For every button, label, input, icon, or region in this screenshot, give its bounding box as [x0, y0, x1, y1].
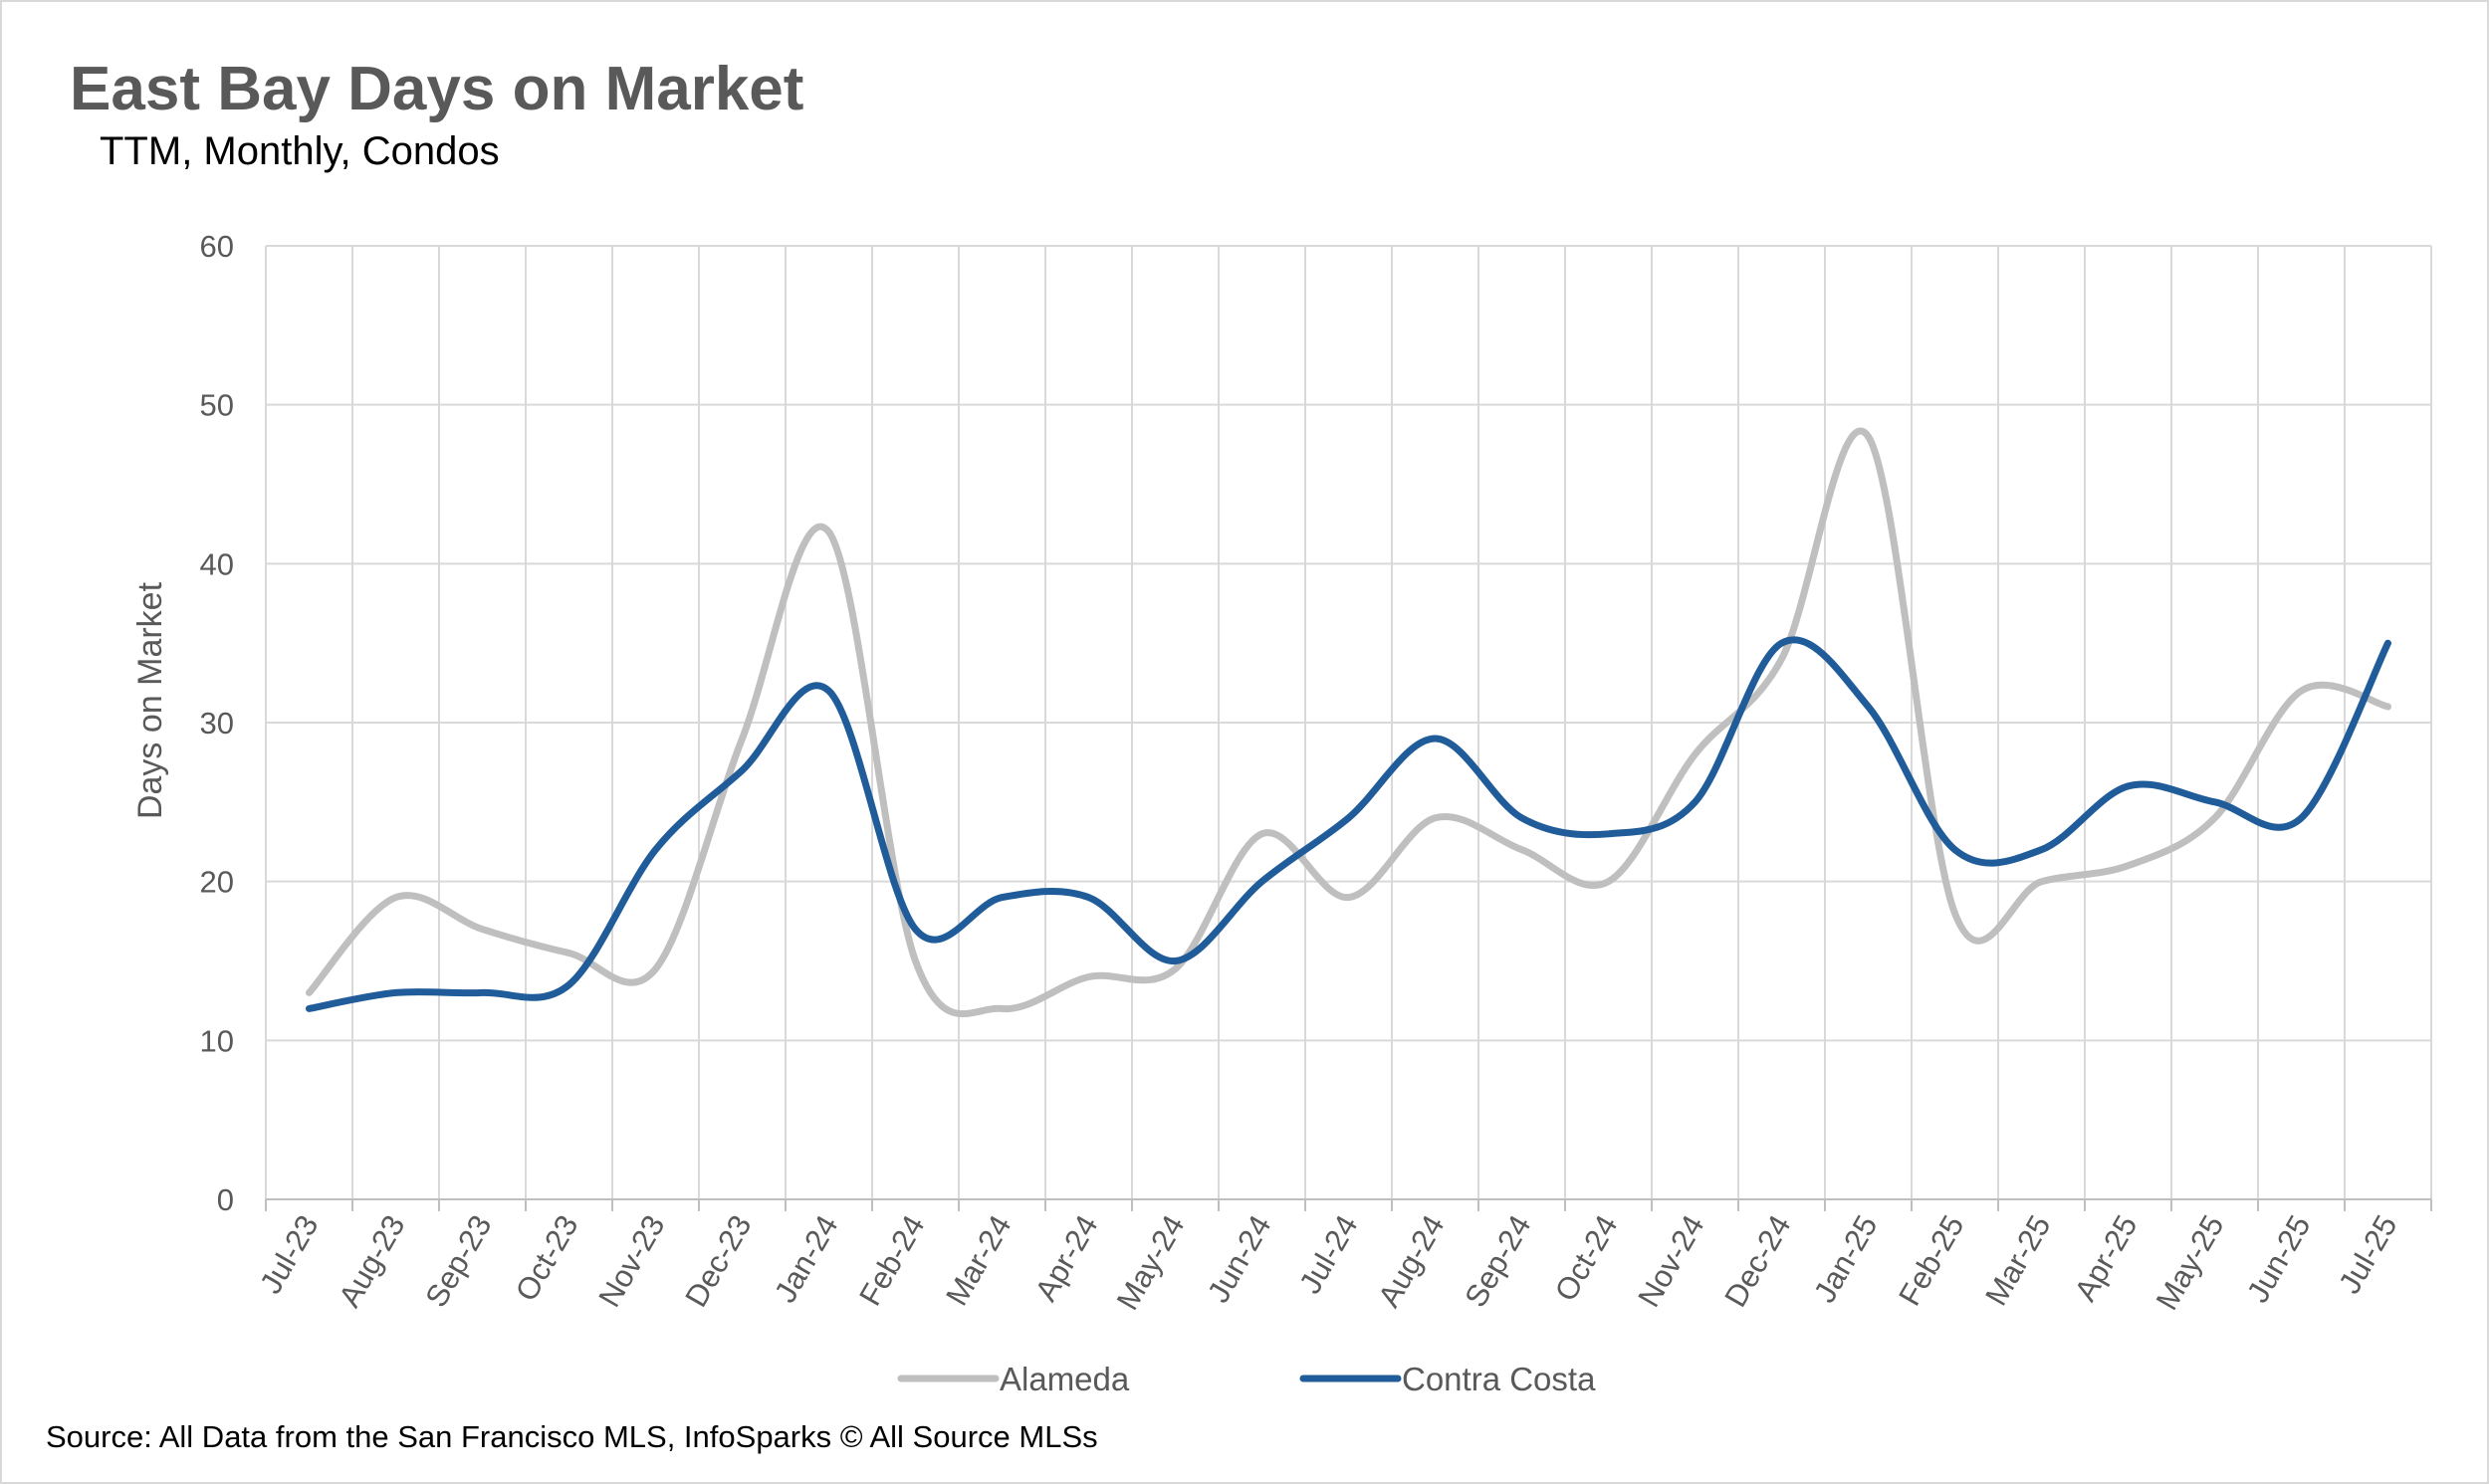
- x-tick-label: Jul-24: [1292, 1209, 1365, 1300]
- x-tick-label: Dec-23: [678, 1209, 758, 1313]
- x-tick-label: May-24: [1110, 1209, 1192, 1316]
- x-tick-label: Oct-23: [509, 1209, 585, 1307]
- x-tick-label: Dec-24: [1717, 1209, 1797, 1313]
- x-tick-label: Mar-25: [1978, 1209, 2057, 1312]
- x-tick-label: Oct-24: [1548, 1209, 1625, 1307]
- x-axis: Jul-23 Aug-23 Sep-23 Oct-23 Nov-23 Dec-23 Jan-…: [253, 1198, 2432, 1316]
- y-tick-label: 10: [200, 1023, 234, 1058]
- y-tick-label: 20: [200, 865, 234, 900]
- y-tick-label: 30: [200, 706, 234, 741]
- series-line-alameda: [306, 427, 2391, 1018]
- x-tick-label: Jul-25: [2332, 1209, 2404, 1300]
- x-tick-label: Feb-25: [1892, 1209, 1970, 1312]
- series-layer: [306, 427, 2391, 1018]
- x-tick-label: Jun-24: [1201, 1209, 1278, 1309]
- y-tick-label: 60: [200, 229, 234, 264]
- x-tick-label: May-25: [2150, 1209, 2231, 1316]
- x-tick-label: Jul-23: [253, 1209, 326, 1300]
- x-tick-label: Apr-24: [1028, 1209, 1105, 1307]
- x-tick-label: Feb-24: [852, 1209, 931, 1312]
- x-tick-label: Sep-24: [1458, 1209, 1537, 1313]
- chart-subtitle: TTM, Monthly, Condos: [100, 129, 500, 173]
- x-tick-label: Aug-23: [332, 1209, 411, 1313]
- x-tick-label: Jun-25: [2240, 1209, 2318, 1309]
- y-tick-label: 40: [200, 546, 234, 581]
- x-tick-label: Nov-24: [1631, 1209, 1710, 1313]
- chart-title: East Bay Days on Market: [70, 55, 804, 123]
- y-tick-label: 0: [217, 1182, 234, 1217]
- x-tick-label: Jan-24: [768, 1209, 845, 1309]
- legend: Alameda Contra Costa: [897, 1361, 1596, 1397]
- x-tick-label: Sep-23: [418, 1209, 498, 1313]
- y-tick-label: 50: [200, 388, 234, 423]
- y-axis-title: Days on Market: [131, 581, 169, 819]
- x-tick-label: Nov-23: [591, 1209, 671, 1313]
- x-tick-label: Apr-25: [2068, 1209, 2145, 1307]
- x-tick-label: Mar-24: [939, 1209, 1018, 1312]
- x-tick-label: Jan-25: [1807, 1209, 1885, 1309]
- legend-label: Contra Costa: [1402, 1361, 1596, 1397]
- x-tick-label: Aug-24: [1371, 1209, 1451, 1313]
- y-axis-ticks: 0 10 20 30 40 50 60: [200, 229, 234, 1217]
- legend-label: Alameda: [1000, 1361, 1130, 1397]
- source-note: Source: All Data from the San Francisco …: [46, 1419, 1098, 1454]
- gridlines: [265, 245, 2432, 1200]
- series-line-contra-costa: [306, 636, 2391, 1012]
